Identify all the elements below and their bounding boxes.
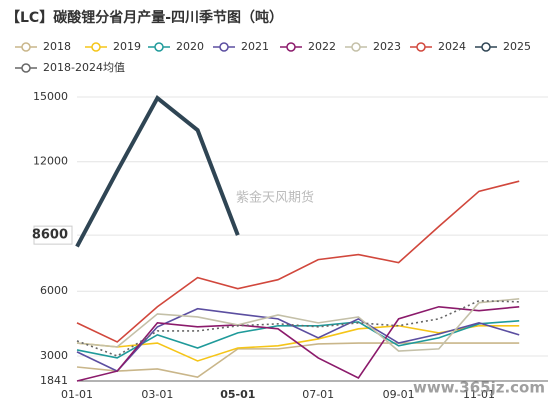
y-tick-label: 15000 (33, 90, 68, 103)
series-line (76, 342, 520, 378)
legend-symbol (21, 42, 31, 52)
legend-symbol (481, 42, 491, 52)
legend-label: 2022 (308, 40, 336, 53)
series-line (76, 307, 520, 373)
x-tick-label: 07-01 (302, 388, 334, 401)
legend-symbol (219, 42, 229, 52)
x-tick-label: 11-01 (463, 388, 495, 401)
x-tick-label: 03-01 (141, 388, 173, 401)
legend-label: 2024 (438, 40, 466, 53)
legend-symbol (91, 42, 101, 52)
series-line (76, 180, 520, 343)
tick-highlight (33, 225, 73, 245)
y-tick-label: 6000 (40, 284, 68, 297)
legend-label: 2021 (241, 40, 269, 53)
legend-label: 2020 (176, 40, 204, 53)
x-tick-label: 09-01 (383, 388, 415, 401)
legend-label: 2025 (503, 40, 531, 53)
legend-label: 2018-2024均值 (43, 61, 125, 74)
series-line (76, 297, 520, 352)
legend-symbol (154, 42, 164, 52)
series-line (76, 305, 520, 382)
chart-title: 【LC】碳酸锂分省月产量-四川季节图（吨） (6, 9, 283, 26)
legend-label: 2019 (113, 40, 141, 53)
legend-symbol (416, 42, 426, 52)
series-line (75, 95, 240, 248)
series-line (76, 299, 520, 357)
y-tick-label: 3000 (40, 349, 68, 362)
watermark: 紫金天风期货 (236, 190, 314, 206)
legend-label: 2018 (43, 40, 71, 53)
y-tick-label: 1841 (40, 374, 68, 387)
legend-label: 2023 (373, 40, 401, 53)
legend-symbol (351, 42, 361, 52)
x-tick-label: 01-01 (61, 388, 93, 401)
y-tick-label: 12000 (33, 155, 68, 168)
x-tick-label: 05-01 (220, 388, 255, 401)
legend-symbol (21, 63, 31, 73)
watermark: www.365jz.com (413, 379, 545, 397)
legend-symbol (286, 42, 296, 52)
y-tick-label: 8600 (32, 228, 68, 243)
